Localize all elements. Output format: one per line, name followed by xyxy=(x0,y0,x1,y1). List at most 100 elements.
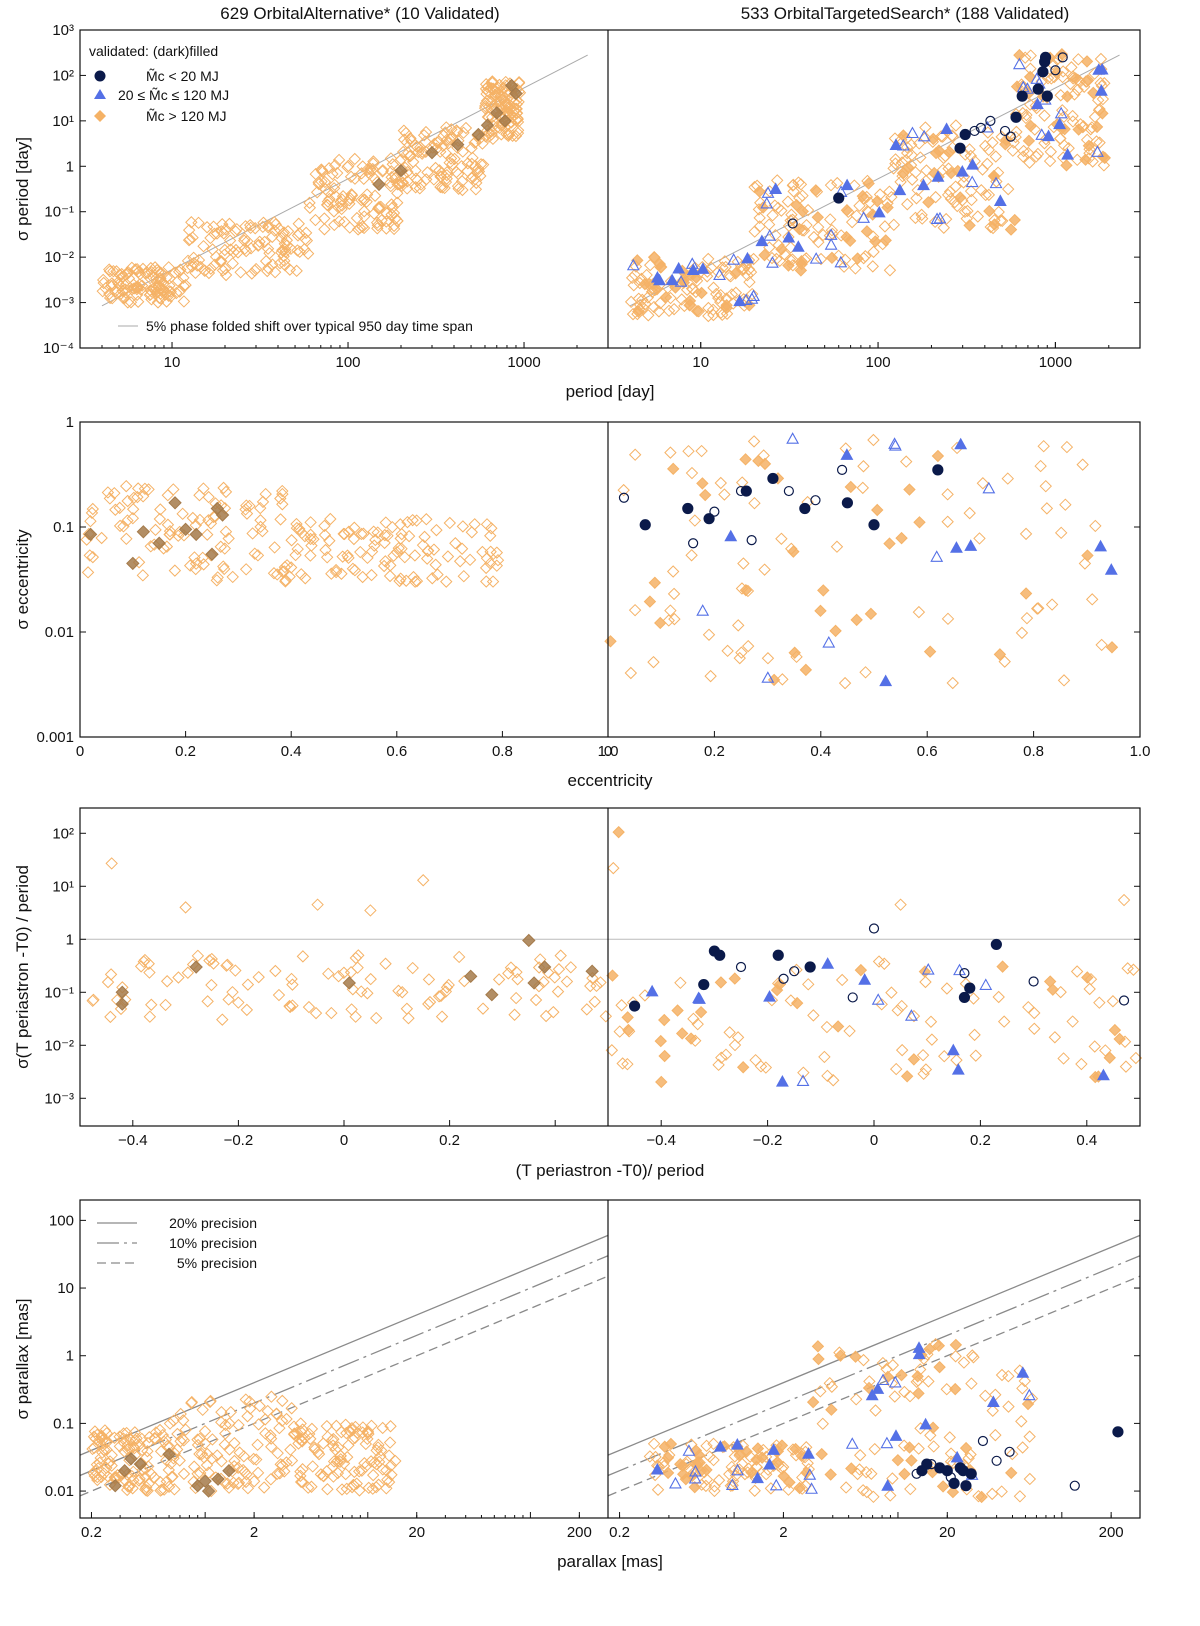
left-column-title: 629 OrbitalAlternative* (10 Validated) xyxy=(220,4,499,23)
periastron-left-point-30 xyxy=(191,949,205,963)
eccentricity-left-point-122 xyxy=(319,543,332,557)
parallax-left-point-318 xyxy=(330,1419,343,1433)
parallax-left-point-321 xyxy=(294,1425,308,1439)
parallax-left-point-21 xyxy=(148,1471,161,1484)
period-left-point-328 xyxy=(380,215,393,228)
period-left-point-34 xyxy=(163,279,176,292)
period-right-point-421 xyxy=(1016,150,1030,163)
periastron-left-point-74 xyxy=(508,1008,521,1021)
eccentricity-right-point-29 xyxy=(857,460,870,473)
parallax-right-point-49 xyxy=(700,1439,713,1453)
periastron-right-point-89 xyxy=(615,999,628,1012)
period-left-validated-point-3 xyxy=(451,137,465,152)
periastron-left-point-39 xyxy=(560,975,574,988)
period-left-point-240 xyxy=(376,165,389,178)
eccentricity-right-mid-mass-point-0-9 xyxy=(950,541,963,553)
periastron-left-point-38 xyxy=(201,995,214,1008)
eccentricity-left-point-140 xyxy=(420,513,433,526)
periastron-right-point-90 xyxy=(1043,975,1057,988)
period-right-point-126 xyxy=(850,209,863,222)
period-right-point-323 xyxy=(983,204,996,218)
period-left-point-185 xyxy=(283,263,297,276)
parallax-right-mid-mass-point-0-9 xyxy=(805,1482,818,1494)
periastron-left-point-21 xyxy=(220,959,233,972)
periastron-right-point-21 xyxy=(1118,1035,1132,1048)
eccentricity-right-mid-mass-point-0-12 xyxy=(879,674,893,687)
eccentricity-left-point-53 xyxy=(217,562,231,576)
period-left-point-197 xyxy=(189,266,202,280)
periastron-right-point-23 xyxy=(728,1038,742,1052)
period-right-point-165 xyxy=(787,185,800,198)
periastron-left-outlier-4 xyxy=(311,898,324,911)
period-right-point-368 xyxy=(1080,55,1094,68)
period-right-point-413 xyxy=(1097,159,1111,172)
period-right-point-142 xyxy=(883,185,896,198)
period-ytick-label-2: 10⁻² xyxy=(44,249,74,266)
periastron-left-point-51 xyxy=(207,957,220,970)
period-right-mid-mass-point-0-10 xyxy=(685,257,699,269)
period-right-point-199 xyxy=(800,218,813,232)
period-left-point-167 xyxy=(183,233,197,246)
periastron-panel-frame xyxy=(79,807,1141,1127)
eccentricity-left-point-167 xyxy=(429,558,442,571)
eccentricity-left-point-207 xyxy=(421,544,435,557)
period-left-point-528 xyxy=(499,75,512,89)
period-right-point-434 xyxy=(1054,132,1067,145)
eccentricity-left-point-210 xyxy=(337,527,350,541)
period-left-point-428 xyxy=(444,131,457,145)
parallax-left-point-267 xyxy=(374,1450,387,1463)
parallax-left-point-257 xyxy=(355,1464,369,1477)
parallax-left-point-180 xyxy=(223,1443,236,1456)
period-left-point-116 xyxy=(253,235,266,248)
period-right-point-429 xyxy=(1044,145,1058,158)
period-right-point-354 xyxy=(1083,143,1096,156)
eccentricity-left-point-39 xyxy=(86,502,100,516)
parallax-right-point-83 xyxy=(703,1450,716,1463)
period-right-mid-mass-point-1-8 xyxy=(766,256,779,268)
period-right-point-90 xyxy=(714,295,727,309)
parallax-left-point-34 xyxy=(105,1459,118,1472)
parallax-left-point-65 xyxy=(120,1433,133,1446)
eccentricity-right-xtick-label-4: 0.8 xyxy=(1023,743,1044,760)
period-left-point-253 xyxy=(332,153,346,167)
period-right-point-158 xyxy=(765,251,779,265)
periastron-right-point-1 xyxy=(924,1015,938,1028)
period-left-xtick-label-0: 10 xyxy=(164,354,181,371)
eccentricity-left-validated-point-3 xyxy=(152,536,166,550)
parallax-left-point-123 xyxy=(241,1410,254,1423)
parallax-right-point-219 xyxy=(1006,1447,1019,1461)
parallax-right-precision-line-0 xyxy=(607,1234,1141,1456)
periastron-left-point-13 xyxy=(452,950,466,964)
period-left-validated-point-6 xyxy=(498,114,512,128)
period-right-mid-mass-point-0-5 xyxy=(650,271,664,283)
period-right-point-110 xyxy=(784,241,797,254)
parallax-right-point-159 xyxy=(886,1472,899,1485)
period-right-point-180 xyxy=(837,260,851,273)
period-left-point-349 xyxy=(469,183,483,196)
eccentricity-right-point-98 xyxy=(941,612,955,626)
parallax-left-point-164 xyxy=(196,1403,209,1417)
period-right-point-256 xyxy=(1006,144,1020,157)
eccentricity-left-point-120 xyxy=(418,530,431,544)
parallax-left-point-322 xyxy=(383,1436,397,1449)
eccentricity-left-point-152 xyxy=(323,534,336,547)
eccentricity-left-point-97 xyxy=(109,503,122,516)
precision-legend-label-2: 5% precision xyxy=(177,1255,257,1271)
parallax-right-mid-mass-point-0-11 xyxy=(731,1463,744,1476)
period-right-point-208 xyxy=(809,184,823,197)
eccentricity-left-point-187 xyxy=(484,545,497,558)
parallax-right-mid-mass-point-1-7 xyxy=(845,1437,859,1449)
period-left-validated-point-4 xyxy=(471,127,486,142)
eccentricity-right-point-21 xyxy=(714,476,728,490)
eccentricity-left-point-96 xyxy=(196,551,209,565)
period-left-point-105 xyxy=(170,286,183,300)
parallax-left-point-309 xyxy=(351,1426,364,1440)
parallax-left-point-57 xyxy=(142,1477,155,1490)
parallax-right-xtick-label-0: 0.2 xyxy=(609,1524,630,1541)
period-right-point-282 xyxy=(889,153,902,166)
period-right-point-60 xyxy=(702,301,715,315)
eccentricity-left-point-178 xyxy=(387,549,400,562)
eccentricity-right-xtick-label-3: 0.6 xyxy=(917,743,938,760)
periastron-right-low-mass-filled-8 xyxy=(990,938,1002,951)
period-left-point-523 xyxy=(479,78,493,91)
